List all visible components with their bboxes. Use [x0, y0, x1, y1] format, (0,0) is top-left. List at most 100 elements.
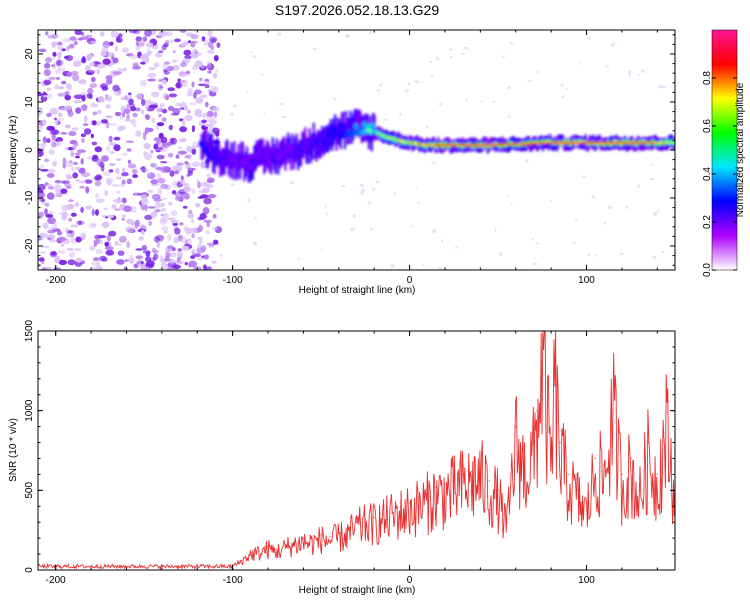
- noise-blob: [68, 217, 72, 222]
- noise-blob: [170, 210, 178, 217]
- faint-speck: [233, 104, 237, 109]
- noise-blob: [64, 91, 70, 96]
- faint-speck: [438, 102, 443, 106]
- noise-blob: [190, 102, 196, 106]
- noise-blob: [112, 84, 120, 92]
- noise-blob: [181, 245, 190, 251]
- noise-blob: [168, 259, 176, 264]
- faint-speck: [312, 47, 317, 51]
- noise-blob: [113, 136, 121, 141]
- noise-blob: [73, 41, 78, 46]
- band-outer: [205, 128, 208, 155]
- noise-blob: [190, 34, 199, 40]
- noise-blob: [74, 179, 81, 182]
- noise-blob: [191, 81, 195, 88]
- noise-blob: [162, 197, 167, 201]
- noise-blob: [194, 108, 202, 114]
- noise-blob: [142, 250, 151, 254]
- noise-blob: [67, 233, 71, 238]
- noise-blob: [201, 36, 206, 42]
- noise-blob: [62, 157, 67, 165]
- noise-blob: [74, 30, 82, 36]
- noise-blob: [216, 42, 221, 48]
- noise-blob: [151, 117, 156, 124]
- noise-blob: [184, 192, 190, 200]
- noise-blob: [47, 34, 56, 39]
- noise-blob: [81, 138, 85, 143]
- chart-title: S197.2026.052.18.13.G29: [275, 2, 439, 18]
- noise-blob: [75, 166, 81, 171]
- noise-blob: [159, 103, 165, 108]
- faint-speck: [525, 159, 529, 163]
- faint-speck: [247, 198, 251, 203]
- noise-blob: [157, 50, 164, 53]
- band-mid: [275, 155, 280, 163]
- faint-speck: [415, 186, 418, 189]
- noise-blob: [49, 107, 59, 115]
- noise-blob: [88, 223, 97, 229]
- noise-blob: [126, 241, 130, 249]
- band-outer: [210, 133, 213, 161]
- noise-blob: [90, 133, 94, 139]
- band-outer: [263, 147, 266, 174]
- band-outer: [359, 111, 362, 138]
- band-outer: [265, 140, 269, 167]
- snr-point: [355, 521, 358, 523]
- faint-speck: [359, 183, 365, 187]
- noise-blob: [73, 100, 83, 104]
- noise-blob: [214, 131, 220, 137]
- band-outer: [482, 136, 485, 150]
- noise-blob: [213, 107, 220, 112]
- noise-blob: [57, 118, 65, 121]
- faint-speck: [350, 227, 355, 232]
- snr-point: [594, 457, 597, 460]
- noise-blob: [62, 162, 66, 169]
- noise-blob: [147, 72, 157, 78]
- band-mid: [245, 161, 250, 168]
- noise-blob: [57, 85, 65, 90]
- faint-speck: [376, 89, 381, 92]
- band-outer: [349, 110, 352, 138]
- noise-blob: [75, 201, 80, 208]
- noise-blob: [118, 235, 127, 243]
- noise-blob: [116, 259, 125, 265]
- faint-speck: [509, 42, 514, 45]
- noise-blob: [45, 31, 49, 36]
- noise-blob: [177, 150, 187, 155]
- noise-blob: [121, 153, 128, 156]
- noise-blob: [144, 153, 153, 161]
- noise-blob: [91, 156, 99, 162]
- noise-blob: [128, 30, 138, 34]
- band-outer: [449, 141, 453, 154]
- noise-blob: [160, 161, 168, 164]
- noise-blob: [95, 248, 103, 255]
- noise-blob: [196, 52, 202, 56]
- faint-speck: [246, 90, 249, 93]
- noise-blob: [116, 190, 121, 194]
- noise-blob: [104, 246, 114, 251]
- noise-blob: [180, 62, 187, 68]
- band-peak: [672, 141, 675, 144]
- noise-blob: [211, 260, 217, 264]
- noise-blob: [87, 87, 94, 95]
- faint-speck: [359, 191, 365, 195]
- faint-speck: [449, 56, 453, 59]
- noise-blob: [150, 163, 158, 168]
- band-mid: [264, 154, 269, 161]
- band-mid: [200, 141, 206, 148]
- noise-blob: [174, 227, 181, 235]
- noise-blob: [153, 198, 163, 202]
- noise-blob: [88, 70, 96, 73]
- noise-blob: [80, 232, 87, 240]
- noise-blob: [197, 236, 203, 241]
- band-mid: [215, 148, 220, 155]
- band-mid: [351, 130, 356, 138]
- faint-speck: [625, 206, 629, 209]
- noise-blob: [101, 119, 108, 124]
- noise-blob: [128, 92, 132, 96]
- snr-point: [568, 473, 570, 475]
- snr-point: [240, 559, 243, 562]
- faint-speck: [460, 52, 465, 55]
- noise-blob: [68, 130, 77, 137]
